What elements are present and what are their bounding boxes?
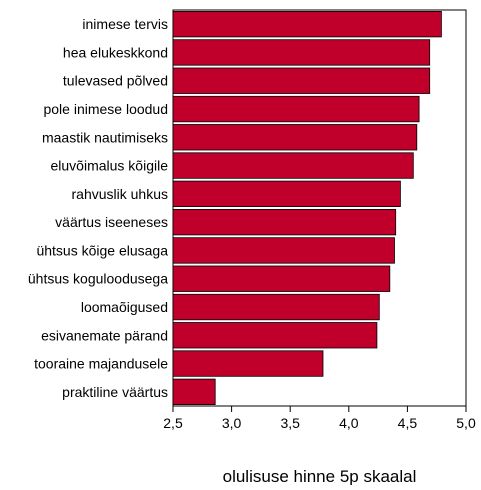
- bar-7: [172, 180, 401, 208]
- bar-12: [172, 322, 378, 349]
- x-tick-label: 4,5: [398, 415, 418, 431]
- category-label: loomaõigused: [81, 299, 168, 315]
- bar-13: [172, 350, 324, 377]
- bar-10: [172, 265, 391, 292]
- bar-5: [172, 124, 418, 151]
- bar-8: [172, 208, 397, 236]
- bar-14: [172, 378, 216, 406]
- bar-9: [172, 237, 395, 264]
- category-label: inimese tervis: [82, 16, 168, 32]
- category-label: maastik nautimiseks: [42, 129, 168, 145]
- category-label: ühtsus koguloodusega: [28, 271, 168, 287]
- x-tick-label: 3,0: [222, 415, 242, 431]
- category-label: ühtsus kõige elusaga: [36, 242, 168, 258]
- plot-frame: [172, 9, 467, 407]
- category-label: väärtus iseeneses: [55, 214, 168, 230]
- category-label: esivanemate pärand: [41, 327, 168, 343]
- x-tick-label: 3,5: [280, 415, 300, 431]
- category-label: tulevased põlved: [63, 73, 168, 89]
- x-tick-label: 4,0: [339, 415, 359, 431]
- bar-6: [172, 152, 414, 179]
- bar-1: [172, 10, 442, 38]
- x-tick-label: 2,5: [163, 415, 183, 431]
- category-label: tooraine majandusele: [34, 356, 168, 372]
- category-label: pole inimese loodud: [43, 101, 168, 117]
- category-label: hea elukeskkond: [63, 44, 168, 60]
- category-label: praktiline väärtus: [62, 384, 168, 400]
- bar-3: [172, 67, 431, 94]
- bar-2: [172, 39, 431, 66]
- category-label: rahvuslik uhkus: [72, 186, 169, 202]
- x-axis-title: olulisuse hinne 5p skaalal: [223, 467, 417, 485]
- category-label: eluvõimalus kõigile: [50, 158, 168, 174]
- x-tick-label: 5,0: [456, 415, 476, 431]
- bar-11: [172, 293, 380, 321]
- bar-4: [172, 95, 420, 123]
